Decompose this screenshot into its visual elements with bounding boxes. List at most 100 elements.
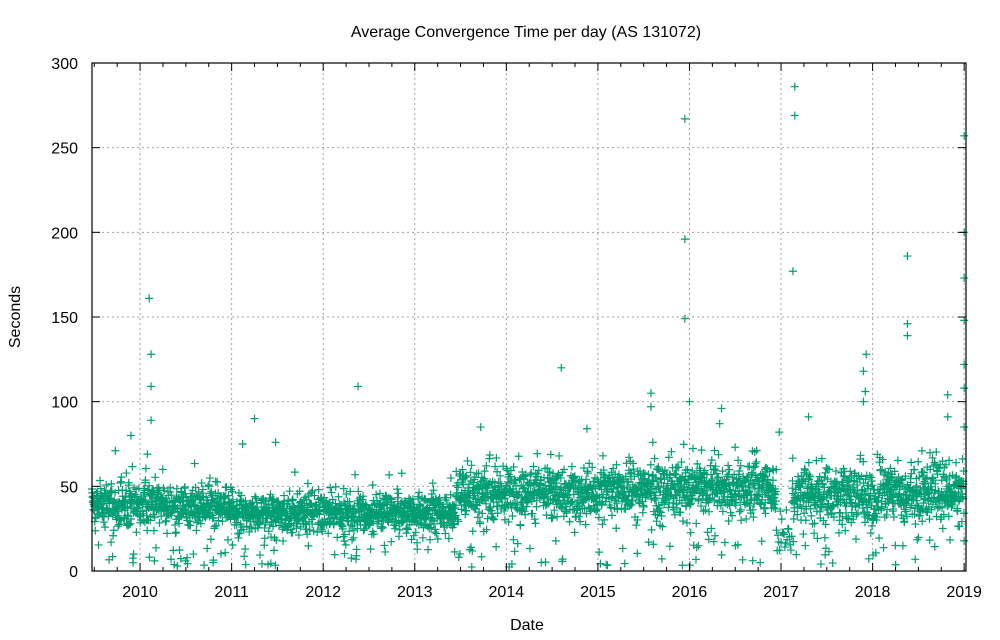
data-point — [260, 534, 269, 543]
data-point — [141, 476, 150, 485]
data-point — [96, 476, 105, 485]
data-point — [952, 472, 961, 481]
data-point — [395, 525, 404, 534]
data-point — [381, 547, 390, 556]
data-point — [516, 521, 525, 530]
data-point — [147, 382, 156, 391]
data-point — [676, 508, 685, 517]
data-point — [574, 512, 583, 521]
data-point — [399, 517, 408, 526]
data-point — [620, 559, 629, 568]
data-point — [267, 533, 276, 542]
data-point — [906, 503, 915, 512]
data-point — [581, 520, 590, 529]
data-point — [931, 479, 940, 488]
data-point — [204, 481, 213, 490]
data-point — [912, 496, 921, 505]
data-point — [387, 537, 396, 546]
data-point — [449, 519, 458, 528]
data-point — [305, 525, 314, 534]
data-point — [551, 536, 560, 545]
data-point — [556, 473, 565, 482]
data-point — [728, 511, 737, 520]
data-point — [304, 541, 313, 550]
data-point — [489, 514, 498, 523]
x-tick-label: 2016 — [672, 584, 708, 601]
data-point — [351, 470, 360, 479]
data-point — [677, 458, 686, 467]
data-point — [918, 517, 927, 526]
data-point — [781, 539, 790, 548]
data-point — [917, 446, 926, 455]
data-point — [801, 516, 810, 525]
data-point — [817, 454, 826, 463]
data-point — [737, 516, 746, 525]
data-point — [919, 499, 928, 508]
data-point — [425, 504, 434, 513]
data-point — [789, 515, 798, 524]
data-point — [255, 551, 264, 560]
data-point — [543, 492, 552, 501]
x-tick-label: 2017 — [763, 584, 799, 601]
data-point — [436, 498, 445, 507]
data-point — [757, 537, 766, 546]
data-point — [444, 534, 453, 543]
data-point — [603, 561, 612, 570]
data-point — [525, 544, 534, 553]
data-point — [749, 479, 758, 488]
data-point — [280, 491, 289, 500]
data-point — [846, 492, 855, 501]
data-point — [494, 478, 503, 487]
data-point — [143, 450, 152, 459]
data-point — [145, 553, 154, 562]
data-point — [428, 516, 437, 525]
data-point — [345, 527, 354, 536]
data-point — [451, 501, 460, 510]
data-point — [102, 481, 111, 490]
data-point — [647, 525, 656, 534]
data-point — [862, 350, 871, 359]
data-point — [119, 514, 128, 523]
data-point — [453, 483, 462, 492]
data-point — [861, 490, 870, 499]
data-point — [250, 414, 259, 423]
data-point — [93, 510, 102, 519]
data-point — [500, 515, 509, 524]
data-point — [707, 456, 716, 465]
data-point — [530, 515, 539, 524]
data-point — [664, 453, 673, 462]
data-point — [707, 476, 716, 485]
data-point — [697, 446, 706, 455]
data-point — [644, 538, 653, 547]
data-point — [871, 548, 880, 557]
data-point — [338, 524, 347, 533]
data-point — [454, 553, 463, 562]
data-point — [859, 457, 868, 466]
data-point — [570, 473, 579, 482]
data-point — [209, 513, 218, 522]
data-point — [482, 499, 491, 508]
data-point — [260, 541, 269, 550]
data-point — [960, 274, 969, 283]
data-point — [788, 454, 797, 463]
data-point — [660, 466, 669, 475]
data-point — [531, 519, 540, 528]
data-point — [415, 488, 424, 497]
data-point — [831, 467, 840, 476]
data-point — [266, 490, 275, 499]
data-point — [556, 485, 565, 494]
data-point — [108, 552, 117, 561]
data-point — [378, 523, 387, 532]
data-point — [218, 517, 227, 526]
data-point — [507, 559, 516, 568]
data-point — [680, 235, 689, 244]
data-point — [848, 483, 857, 492]
data-point — [417, 520, 426, 529]
data-point — [954, 497, 963, 506]
data-point — [223, 535, 232, 544]
data-point — [544, 499, 553, 508]
data-point — [654, 483, 663, 492]
data-point — [612, 460, 621, 469]
data-point — [716, 501, 725, 510]
data-point — [467, 461, 476, 470]
